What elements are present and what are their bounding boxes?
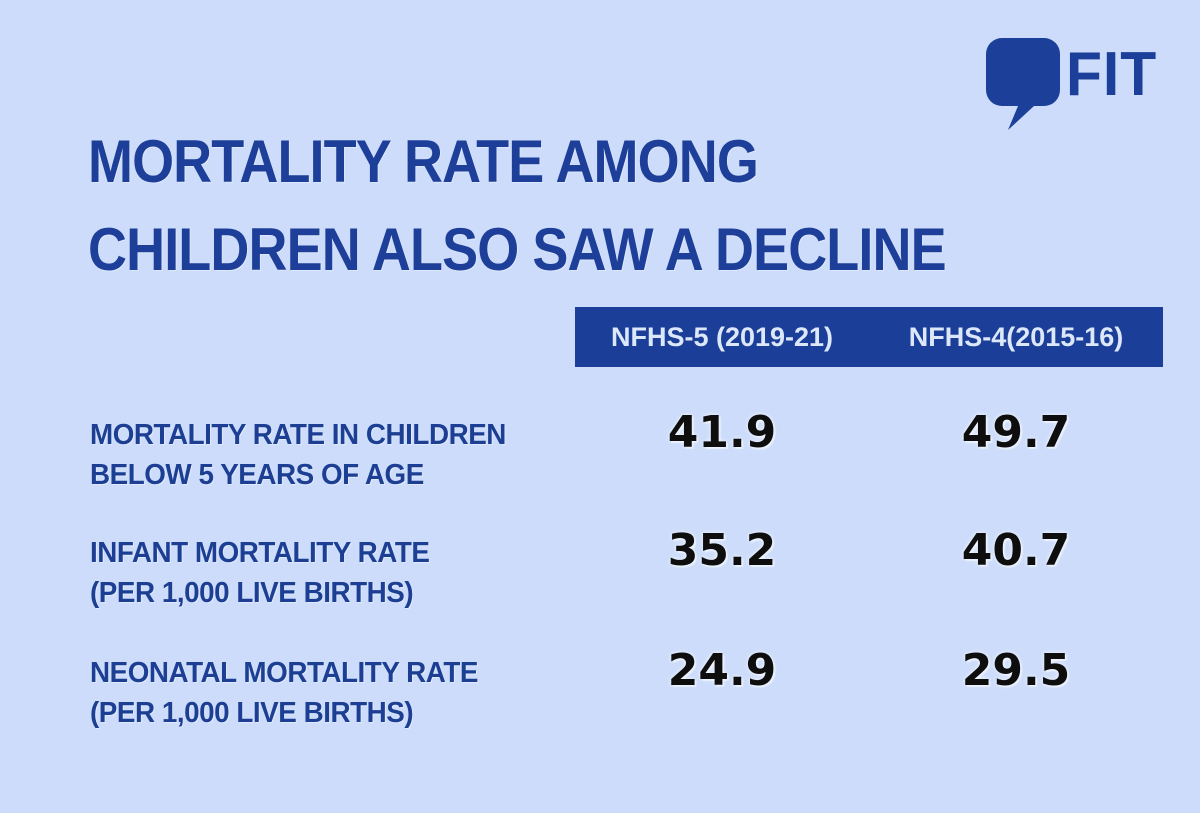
row-label-line: NEONATAL MORTALITY RATE [90, 657, 478, 689]
page-title-line1: MORTALITY RATE AMONG [88, 128, 759, 195]
page-title: MORTALITY RATE AMONG CHILDREN ALSO SAW A… [88, 118, 947, 294]
page-title-line2: CHILDREN ALSO SAW A DECLINE [88, 216, 947, 283]
row-label-line: BELOW 5 YEARS OF AGE [90, 459, 424, 491]
fit-logo-text: FIT [1066, 40, 1158, 109]
row-label-line: INFANT MORTALITY RATE [90, 537, 430, 569]
value-under5-nfhs4: 49.7 [961, 407, 1071, 458]
value-neonatal-nfhs4: 29.5 [961, 645, 1071, 696]
row-label-line: (PER 1,000 LIVE BIRTHS) [90, 697, 414, 729]
table-row: NEONATAL MORTALITY RATE (PER 1,000 LIVE … [0, 645, 1200, 733]
row-label-line: MORTALITY RATE IN CHILDREN [90, 419, 506, 451]
speech-bubble-icon [986, 38, 1061, 130]
row-label-neonatal-mortality: NEONATAL MORTALITY RATE (PER 1,000 LIVE … [90, 653, 556, 733]
row-label-line: (PER 1,000 LIVE BIRTHS) [90, 577, 414, 609]
column-header-nfhs5: NFHS-5 (2019-21) [610, 321, 834, 352]
table-row: INFANT MORTALITY RATE (PER 1,000 LIVE BI… [0, 525, 1200, 613]
row-label-under5-mortality: MORTALITY RATE IN CHILDREN BELOW 5 YEARS… [90, 415, 556, 495]
row-label-infant-mortality: INFANT MORTALITY RATE (PER 1,000 LIVE BI… [90, 533, 556, 613]
value-infant-nfhs5: 35.2 [667, 525, 777, 576]
table-header-bar: NFHS-5 (2019-21) NFHS-4(2015-16) [575, 307, 1163, 367]
value-infant-nfhs4: 40.7 [961, 525, 1071, 576]
column-header-nfhs4: NFHS-4(2015-16) [908, 321, 1124, 352]
fit-logo: FIT [984, 36, 1162, 132]
table-row: MORTALITY RATE IN CHILDREN BELOW 5 YEARS… [0, 407, 1200, 495]
value-under5-nfhs5: 41.9 [667, 407, 777, 458]
value-neonatal-nfhs5: 24.9 [667, 645, 777, 696]
